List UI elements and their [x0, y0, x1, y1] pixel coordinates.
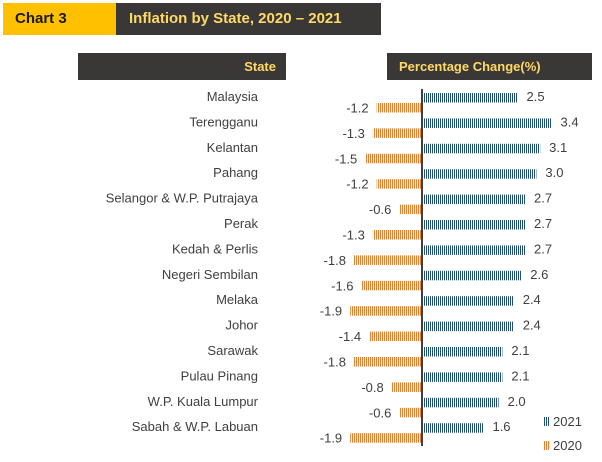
bar-2021	[423, 423, 484, 433]
value-label-2021: 2.7	[534, 216, 552, 231]
bar-2021	[423, 270, 522, 281]
bar-2021	[423, 347, 503, 357]
legend-marker-2021	[544, 417, 550, 426]
state-column-header: State	[78, 53, 286, 80]
bar-2021	[423, 169, 537, 179]
category-label: Malaysia	[207, 89, 259, 104]
bar-2021	[423, 93, 518, 103]
value-label-2021: 3.1	[549, 140, 567, 155]
bar-2021	[423, 397, 499, 408]
category-label: W.P. Kuala Lumpur	[148, 394, 259, 409]
bar-2020	[353, 357, 422, 367]
value-label-2020: -1.8	[324, 355, 346, 370]
value-label-2020: -1.4	[339, 329, 361, 344]
value-label-2020: -1.2	[346, 177, 368, 192]
value-label-2021: 3.0	[545, 165, 563, 180]
value-label-2021: 2.1	[511, 343, 529, 358]
value-label-2020: -1.3	[342, 228, 364, 243]
value-label-2021: 1.6	[492, 419, 510, 434]
value-label-2021: 2.1	[511, 368, 529, 383]
bar-2021	[423, 296, 514, 306]
chart-title: Inflation by State, 2020 – 2021	[116, 3, 381, 35]
value-label-2020: -0.6	[369, 405, 391, 420]
bar-2021	[423, 194, 526, 205]
value-label-2021: 2.4	[523, 292, 541, 307]
bar-2021	[423, 372, 503, 382]
bar-2020	[350, 306, 422, 316]
value-label-2020: -1.5	[335, 151, 357, 166]
bar-2020	[369, 331, 422, 342]
category-label: Perak	[224, 216, 258, 231]
value-label-2020: -1.9	[320, 431, 342, 446]
bar-2021	[423, 143, 541, 154]
value-label-2021: 2.7	[534, 241, 552, 256]
bar-2021	[423, 118, 552, 128]
value-label-2020: -0.6	[369, 202, 391, 217]
bar-2020	[399, 204, 422, 215]
value-label-2021: 2.7	[534, 191, 552, 206]
value-label-2020: -0.8	[361, 380, 383, 395]
legend: 2021 2020	[544, 414, 582, 453]
value-label-2021: 3.4	[561, 114, 579, 129]
category-label: Sarawak	[207, 343, 258, 358]
value-label-2021: 2.5	[527, 89, 545, 104]
bar-2020	[353, 255, 422, 265]
value-label-2020: -1.6	[331, 278, 353, 293]
bar-2020	[376, 179, 422, 189]
bar-2021	[423, 245, 526, 255]
value-label-2021: 2.6	[530, 267, 548, 282]
legend-marker-2020	[544, 441, 550, 450]
bar-2020	[350, 433, 422, 443]
legend-label-2020: 2020	[553, 438, 582, 453]
bar-2021	[423, 220, 526, 230]
chart-number-tag: Chart 3	[3, 3, 116, 35]
value-label-2020: -1.9	[320, 304, 342, 319]
bar-2020	[365, 153, 422, 164]
bar-2020	[399, 407, 422, 418]
category-label: Pulau Pinang	[181, 368, 258, 383]
bar-2020	[361, 280, 422, 291]
value-label-2020: -1.3	[342, 126, 364, 141]
legend-label-2021: 2021	[553, 414, 582, 429]
percentage-change-column-header: Percentage Change(%)	[387, 53, 592, 80]
category-label: Kedah & Perlis	[172, 241, 258, 256]
bar-2020	[372, 230, 422, 240]
category-label: Terengganu	[189, 114, 258, 129]
value-label-2020: -1.2	[346, 101, 368, 116]
category-label: Pahang	[213, 165, 258, 180]
category-label: Kelantan	[207, 140, 258, 155]
category-label: Johor	[225, 318, 258, 333]
value-label-2021: 2.4	[523, 318, 541, 333]
value-label-2020: -1.8	[324, 253, 346, 268]
category-label: Negeri Sembilan	[162, 267, 258, 282]
category-label: Sabah & W.P. Labuan	[132, 419, 258, 434]
bar-2020	[372, 128, 422, 138]
bar-2021	[423, 321, 514, 332]
category-label: Selangor & W.P. Putrajaya	[106, 191, 259, 206]
bar-2020	[376, 103, 422, 113]
category-label: Melaka	[216, 292, 259, 307]
value-label-2021: 2.0	[508, 394, 526, 409]
bar-2020	[391, 382, 422, 392]
